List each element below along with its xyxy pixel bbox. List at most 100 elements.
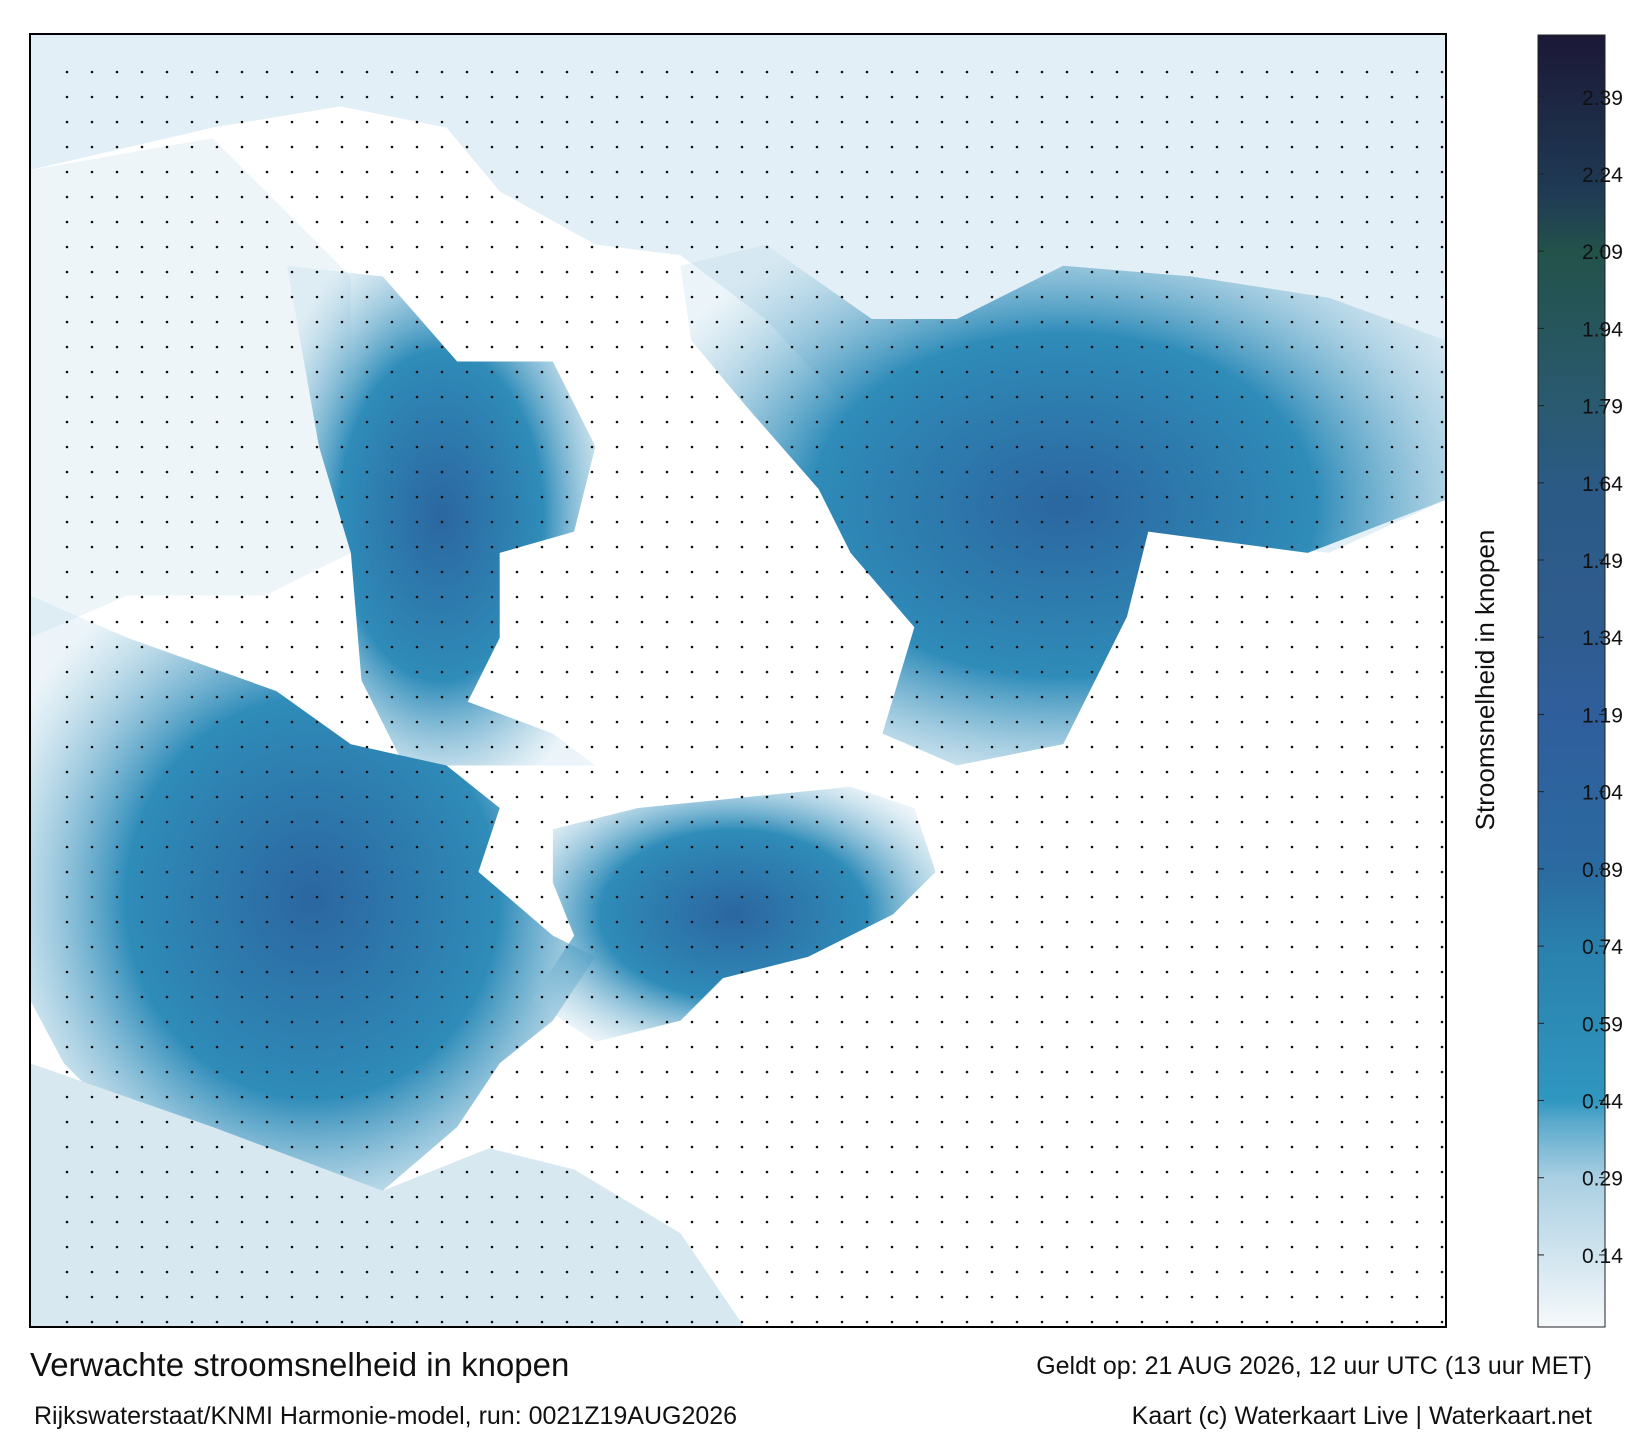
grid-dot [715, 995, 719, 999]
grid-dot [290, 570, 294, 574]
grid-dot [315, 170, 319, 174]
grid-dot [1015, 220, 1019, 224]
grid-dot [1390, 520, 1394, 524]
grid-dot [665, 495, 669, 499]
grid-dot [90, 70, 94, 74]
grid-dot [115, 545, 119, 549]
grid-dot [1115, 1270, 1119, 1274]
grid-dot [515, 1220, 519, 1224]
grid-dot [990, 745, 994, 749]
grid-dot [665, 295, 669, 299]
grid-dot [1290, 670, 1294, 674]
grid-dot [1315, 1170, 1319, 1174]
grid-dot [490, 1220, 494, 1224]
grid-dot [215, 295, 219, 299]
grid-dot [540, 370, 544, 374]
grid-dot [1165, 1270, 1169, 1274]
grid-dot [1365, 70, 1369, 74]
grid-dot [390, 920, 394, 924]
grid-dot [540, 270, 544, 274]
grid-dot [1440, 1045, 1444, 1049]
grid-dot [65, 1195, 69, 1199]
grid-dot [790, 945, 794, 949]
grid-dot [140, 70, 144, 74]
grid-dot [1115, 320, 1119, 324]
grid-dot [215, 170, 219, 174]
grid-dot [1440, 870, 1444, 874]
grid-dot [1115, 895, 1119, 899]
grid-dot [940, 145, 944, 149]
grid-dot [590, 270, 594, 274]
grid-dot [715, 745, 719, 749]
grid-dot [565, 520, 569, 524]
grid-dot [865, 770, 869, 774]
grid-dot [940, 520, 944, 524]
grid-dot [665, 1095, 669, 1099]
grid-dot [940, 720, 944, 724]
grid-dot [1215, 995, 1219, 999]
grid-dot [265, 1320, 269, 1324]
grid-dot [140, 620, 144, 624]
grid-dot [615, 770, 619, 774]
grid-dot [1265, 1120, 1269, 1124]
grid-dot [1315, 645, 1319, 649]
grid-dot [365, 620, 369, 624]
grid-dot [790, 70, 794, 74]
grid-dot [590, 845, 594, 849]
grid-dot [415, 445, 419, 449]
grid-dot [115, 1270, 119, 1274]
grid-dot [1315, 1220, 1319, 1224]
grid-dot [890, 1045, 894, 1049]
grid-dot [790, 645, 794, 649]
grid-dot [365, 1145, 369, 1149]
grid-dot [865, 320, 869, 324]
grid-dot [90, 1270, 94, 1274]
grid-dot [1015, 770, 1019, 774]
grid-dot [540, 670, 544, 674]
grid-dot [265, 345, 269, 349]
grid-dot [1415, 70, 1419, 74]
grid-dot [1215, 545, 1219, 549]
grid-dot [915, 245, 919, 249]
grid-dot [965, 1220, 969, 1224]
grid-dot [690, 345, 694, 349]
grid-dot [865, 420, 869, 424]
grid-dot [165, 1295, 169, 1299]
grid-dot [390, 770, 394, 774]
grid-dot [1140, 670, 1144, 674]
grid-dot [1115, 995, 1119, 999]
grid-dot [90, 770, 94, 774]
grid-dot [1215, 420, 1219, 424]
grid-dot [640, 70, 644, 74]
grid-dot [590, 620, 594, 624]
grid-dot [540, 495, 544, 499]
grid-dot [890, 945, 894, 949]
grid-dot [1340, 120, 1344, 124]
grid-dot [215, 970, 219, 974]
grid-dot [565, 895, 569, 899]
grid-dot [990, 545, 994, 549]
grid-dot [890, 320, 894, 324]
grid-dot [1265, 1045, 1269, 1049]
grid-dot [1340, 1020, 1344, 1024]
grid-dot [565, 995, 569, 999]
grid-dot [1340, 645, 1344, 649]
grid-dot [1415, 195, 1419, 199]
grid-dot [190, 1120, 194, 1124]
grid-dot [1365, 470, 1369, 474]
grid-dot [815, 145, 819, 149]
grid-dot [140, 295, 144, 299]
grid-dot [190, 670, 194, 674]
grid-dot [815, 1045, 819, 1049]
grid-dot [790, 795, 794, 799]
grid-dot [1015, 270, 1019, 274]
grid-dot [1315, 995, 1319, 999]
grid-dot [1190, 545, 1194, 549]
grid-dot [690, 545, 694, 549]
grid-dot [1290, 170, 1294, 174]
grid-dot [515, 1120, 519, 1124]
grid-dot [990, 395, 994, 399]
grid-dot [1365, 720, 1369, 724]
grid-dot [965, 670, 969, 674]
grid-dot [315, 370, 319, 374]
